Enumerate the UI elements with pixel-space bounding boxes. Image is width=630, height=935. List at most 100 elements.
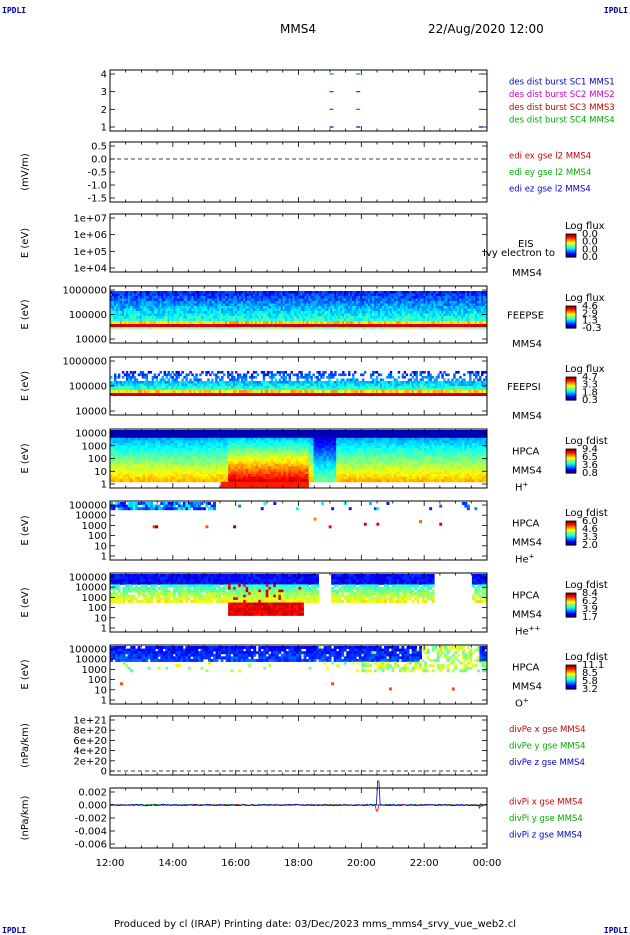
x-tick-label: 18:00 <box>284 858 313 869</box>
species-label: H+ <box>515 481 529 494</box>
legend-entry: edi ez gse l2 MMS4 <box>509 185 591 195</box>
y-tick-label: 1 <box>101 480 107 491</box>
instrument-label: FEEPSI <box>507 382 541 393</box>
panel-eis-frame <box>110 214 487 272</box>
panel-edi-frame <box>110 142 487 202</box>
y-tick-label: 1e+06 <box>73 230 107 241</box>
y-axis-label: E (eV) <box>20 299 31 329</box>
y-tick-label: 100000 <box>69 382 107 393</box>
y-tick-label: 0.000 <box>78 801 107 812</box>
legend-entry: des dist burst SC4 MMS4 <box>509 116 615 126</box>
spacecraft-label: MMS4 <box>512 682 542 693</box>
instrument-label: HPCA <box>512 447 540 458</box>
species-label: O+ <box>515 697 529 710</box>
y-tick-label: 1 <box>101 624 107 635</box>
overlay-label: Ivy electron to <box>483 248 555 259</box>
y-tick-label: -0.006 <box>75 840 107 851</box>
species-label: He++ <box>515 625 541 638</box>
spacecraft-label: MMS4 <box>512 466 542 477</box>
y-tick-label: 1000000 <box>62 286 107 297</box>
y-tick-label: 0 <box>101 767 107 778</box>
x-tick-label: 16:00 <box>221 858 250 869</box>
y-tick-label: 0.002 <box>78 788 107 799</box>
colorbar-tick-label: 0.0 <box>582 252 598 263</box>
x-tick-label: 00:00 <box>473 858 502 869</box>
colorbar-tick-label: 2.0 <box>582 540 598 551</box>
y-tick-label: 0.0 <box>91 155 107 166</box>
y-axis-label: (mV/m) <box>20 153 31 191</box>
x-tick-label: 12:00 <box>96 858 125 869</box>
panel-divpi <box>110 781 487 811</box>
y-tick-label: 3 <box>101 87 107 98</box>
colorbar-tick-label: 3.2 <box>582 684 598 695</box>
instrument-label: HPCA <box>512 591 540 602</box>
y-axis-label: E (eV) <box>20 659 31 689</box>
instrument-label: HPCA <box>512 519 540 530</box>
legend-entry: divPi y gse MMS4 <box>509 814 583 824</box>
spacecraft-label: MMS4 <box>512 339 542 350</box>
y-tick-label: 1000 <box>82 441 107 452</box>
y-axis-label: (nPa/km) <box>20 796 31 841</box>
y-axis-label: E (eV) <box>20 443 31 473</box>
legend-entry: des dist burst SC3 MMS3 <box>509 103 615 113</box>
y-axis-label: E (eV) <box>20 228 31 258</box>
y-tick-label: 10000 <box>75 407 107 418</box>
y-tick-label: -0.5 <box>87 168 107 179</box>
divpi-series-line <box>110 781 487 806</box>
spacecraft-label: MMS4 <box>512 268 542 279</box>
legend-entry: edi ey gse l2 MMS4 <box>509 168 591 178</box>
y-tick-label: 1 <box>101 123 107 134</box>
y-tick-label: 100000 <box>69 310 107 321</box>
y-tick-label: 10000 <box>75 429 107 440</box>
y-axis-label: E (eV) <box>20 587 31 617</box>
instrument-label: HPCA <box>512 663 540 674</box>
y-tick-label: -1.0 <box>87 181 107 192</box>
y-tick-label: 10000 <box>75 335 107 346</box>
y-tick-label: -0.004 <box>75 827 107 838</box>
spacecraft-label: MMS4 <box>512 411 542 422</box>
panel-divpe-frame <box>110 716 487 775</box>
y-axis-label: E (eV) <box>20 371 31 401</box>
colorbar-tick-label: 0.3 <box>582 395 598 406</box>
legend-entry: divPe z gse MMS4 <box>509 758 585 768</box>
spacecraft-label: MMS4 <box>512 610 542 621</box>
colorbar-tick-label: 0.8 <box>582 468 598 479</box>
panel-burst <box>329 74 482 127</box>
y-tick-label: 10 <box>94 467 107 478</box>
y-tick-label: 1 <box>101 696 107 707</box>
panel-feepse <box>110 291 487 329</box>
panel-hpca_he1 <box>110 502 477 528</box>
legend-entry: des dist burst SC2 MMS2 <box>509 90 615 100</box>
y-tick-label: -1.5 <box>87 194 107 205</box>
panel-divpi-frame <box>110 788 487 848</box>
x-tick-label: 20:00 <box>347 858 376 869</box>
y-tick-label: -0.002 <box>75 814 107 825</box>
y-tick-label: 0.5 <box>91 142 107 153</box>
panel-hpca_he2 <box>110 574 487 616</box>
legend-entry: edi ex gse l2 MMS4 <box>509 151 591 161</box>
y-tick-label: 1e+04 <box>73 264 107 275</box>
y-tick-label: 1e+05 <box>73 247 107 258</box>
legend-entry: divPi x gse MMS4 <box>509 797 583 807</box>
y-tick-label: 2 <box>101 105 107 116</box>
x-tick-label: 22:00 <box>410 858 439 869</box>
legend-entry: divPi z gse MMS4 <box>509 831 582 841</box>
panel-burst-frame <box>110 70 487 131</box>
y-tick-label: 1 <box>101 552 107 563</box>
panel-hpca_h <box>110 430 487 487</box>
legend-entry: divPe y gse MMS4 <box>509 742 586 752</box>
colorbar-tick-label: -0.3 <box>582 323 602 334</box>
x-tick-label: 14:00 <box>158 858 187 869</box>
y-axis-label: (nPa/km) <box>20 723 31 768</box>
legend-entry: des dist burst SC1 MMS1 <box>509 77 615 87</box>
panel-hpca_o <box>110 646 487 690</box>
y-tick-label: 100 <box>88 454 107 465</box>
instrument-label: FEEPSE <box>507 311 544 322</box>
footer-credit: Produced by cl (IRAP) Printing date: 03/… <box>0 919 630 930</box>
y-tick-label: 4 <box>101 70 107 81</box>
y-tick-label: 1e+07 <box>73 214 107 225</box>
y-axis-label: E (eV) <box>20 515 31 545</box>
spacecraft-label: MMS4 <box>512 538 542 549</box>
panel-feepsi <box>110 371 487 396</box>
